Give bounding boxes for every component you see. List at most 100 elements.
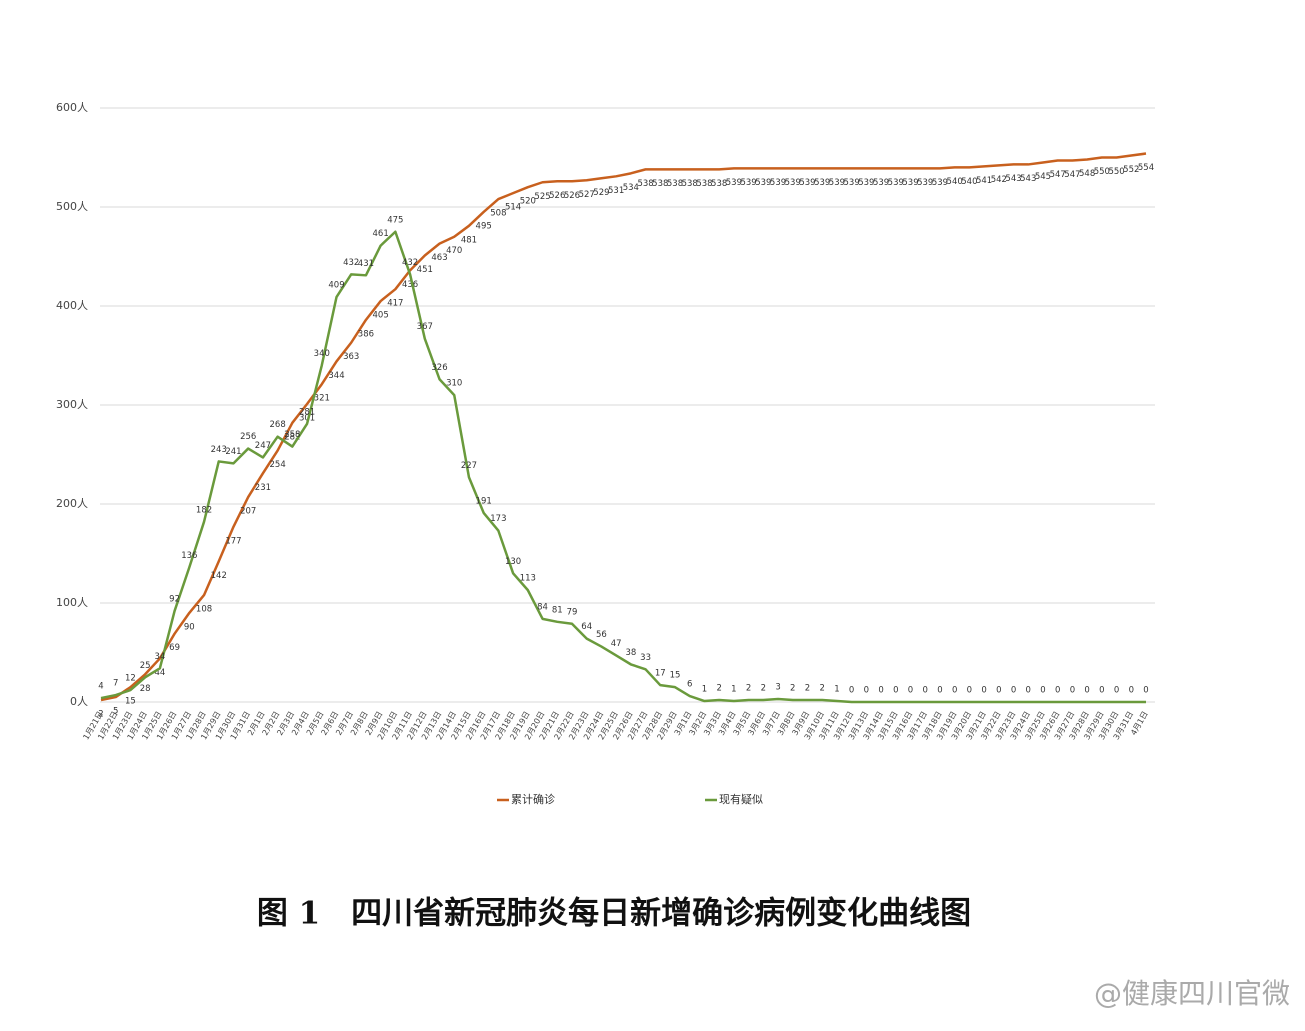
watermark: @健康四川官微 [1094, 977, 1290, 1010]
data-label: 0 [849, 686, 854, 696]
data-label: 508 [490, 209, 506, 219]
data-label: 69 [169, 643, 180, 653]
data-label: 344 [328, 371, 344, 381]
data-label: 529 [593, 188, 609, 198]
y-tick-label: 0人 [70, 695, 88, 708]
data-label: 3 [775, 683, 780, 693]
data-label: 539 [755, 178, 771, 188]
data-label: 247 [255, 441, 271, 451]
data-label: 451 [417, 265, 433, 275]
data-label: 38 [625, 648, 636, 658]
data-label: 231 [255, 483, 271, 493]
data-label: 0 [1114, 686, 1119, 696]
y-tick-label: 200人 [56, 497, 88, 510]
data-label: 142 [211, 571, 227, 581]
data-label: 386 [358, 329, 374, 339]
data-label: 92 [169, 594, 180, 604]
data-label: 340 [314, 349, 330, 359]
data-label: 12 [125, 674, 136, 684]
data-label: 113 [520, 574, 536, 584]
y-tick-label: 300人 [56, 398, 88, 411]
data-label: 526 [549, 191, 565, 201]
data-label: 1 [702, 685, 707, 695]
data-label: 0 [1129, 686, 1134, 696]
data-label: 470 [446, 246, 462, 256]
data-label: 463 [431, 253, 447, 263]
data-label: 539 [917, 178, 933, 188]
y-tick-label: 100人 [56, 596, 88, 609]
y-tick-label: 400人 [56, 299, 88, 312]
data-label: 15 [670, 671, 681, 681]
data-label: 539 [770, 178, 786, 188]
data-label: 545 [1035, 172, 1051, 182]
data-label: 79 [567, 607, 578, 617]
data-label: 363 [343, 352, 359, 362]
data-label: 173 [490, 514, 506, 524]
data-label: 539 [726, 178, 742, 188]
data-label: 2 [716, 684, 721, 694]
data-label: 431 [358, 259, 374, 269]
data-label: 258 [284, 430, 300, 440]
data-label: 432 [343, 258, 359, 268]
data-label: 17 [655, 669, 666, 679]
data-label: 326 [431, 363, 447, 373]
data-label: 543 [1005, 174, 1021, 184]
data-label: 550 [1094, 167, 1110, 177]
data-label: 0 [864, 686, 869, 696]
data-label: 0 [908, 686, 913, 696]
data-label: 90 [184, 622, 195, 632]
data-label: 409 [328, 281, 344, 291]
data-label: 0 [996, 686, 1001, 696]
data-label: 301 [299, 414, 315, 424]
data-label: 254 [270, 460, 286, 470]
data-label: 547 [1064, 170, 1080, 180]
data-label: 527 [579, 190, 595, 200]
data-label: 417 [387, 299, 403, 309]
data-label: 538 [696, 179, 712, 189]
data-label: 552 [1123, 165, 1139, 175]
data-label: 4 [98, 682, 103, 692]
data-label: 56 [596, 630, 607, 640]
data-label: 64 [581, 622, 592, 632]
data-label: 538 [637, 179, 653, 189]
data-label: 227 [461, 461, 477, 471]
data-label: 1 [731, 685, 736, 695]
data-label: 436 [402, 280, 418, 290]
data-label: 539 [740, 178, 756, 188]
data-label: 268 [270, 420, 286, 430]
data-label: 525 [534, 192, 550, 202]
data-label: 539 [888, 178, 904, 188]
data-label: 25 [140, 661, 151, 671]
data-label: 547 [1050, 170, 1066, 180]
data-label: 44 [154, 668, 165, 678]
data-label: 541 [976, 176, 992, 186]
data-label: 130 [505, 557, 521, 567]
data-label: 539 [844, 178, 860, 188]
data-label: 241 [225, 447, 241, 457]
data-label: 207 [240, 507, 256, 517]
data-label: 475 [387, 215, 403, 225]
data-label: 367 [417, 322, 433, 332]
y-tick-label: 600人 [56, 101, 88, 114]
data-label: 0 [1040, 686, 1045, 696]
data-label: 0 [937, 686, 942, 696]
data-label: 539 [799, 178, 815, 188]
data-label: 0 [1143, 686, 1148, 696]
data-label: 282 [284, 432, 300, 442]
data-label: 321 [314, 394, 330, 404]
data-label: 539 [873, 178, 889, 188]
series-line [100, 152, 1147, 702]
data-label: 243 [211, 445, 227, 455]
data-label: 0 [1084, 686, 1089, 696]
data-label: 520 [520, 197, 536, 207]
data-label: 538 [667, 179, 683, 189]
data-label: 310 [446, 379, 462, 389]
data-label: 540 [947, 177, 963, 187]
data-label: 481 [461, 235, 477, 245]
series-line [100, 230, 1146, 704]
data-label: 191 [476, 496, 492, 506]
y-tick-label: 500人 [56, 200, 88, 213]
data-label: 495 [476, 221, 492, 231]
